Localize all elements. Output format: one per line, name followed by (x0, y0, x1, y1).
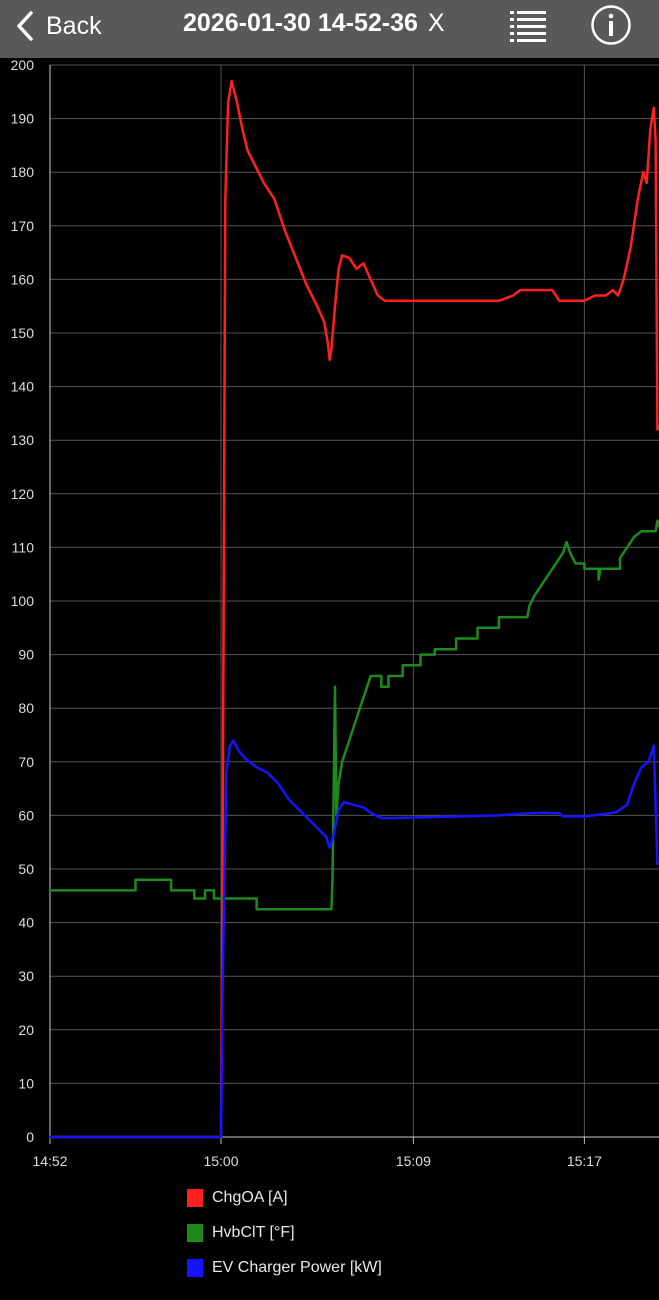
title-text: 2026-01-30 14-52-36 (183, 9, 418, 37)
y-tick-label: 100 (11, 593, 35, 609)
list-icon[interactable] (508, 8, 548, 42)
y-tick-label: 110 (12, 539, 35, 555)
legend-item[interactable]: EV Charger Power [kW] (187, 1250, 382, 1285)
y-tick-label: 170 (11, 218, 35, 234)
y-tick-label: 30 (18, 968, 34, 984)
grid (49, 64, 659, 1138)
y-tick-label: 40 (18, 915, 34, 931)
y-tick-label: 80 (18, 700, 34, 716)
series (48, 79, 659, 1139)
x-tick-label: 15:09 (396, 1153, 431, 1169)
y-tick-label: 90 (18, 647, 34, 663)
y-tick-label: 70 (18, 754, 34, 770)
x-tick-label: 14:52 (32, 1153, 67, 1169)
navigation-bar: Back 2026-01-30 14-52-36 X (0, 0, 659, 58)
legend-label: HvbClT [°F] (212, 1223, 295, 1241)
legend-item[interactable]: ChgOA [A] (187, 1180, 382, 1215)
series-line-2 (48, 519, 659, 911)
y-tick-label: 190 (11, 111, 35, 127)
y-axis: 0 10 20 30 40 50 60 70 80 90 100 110 120 130 140 150 160… (11, 58, 51, 1145)
chevron-left-icon (17, 11, 33, 41)
legend-item[interactable]: HvbClT [°F] (187, 1215, 382, 1250)
y-tick-label: 150 (11, 325, 35, 341)
back-label: Back (46, 11, 102, 40)
y-tick-label: 0 (26, 1129, 34, 1145)
x-tick-label: 15:17 (567, 1153, 602, 1169)
page-title: 2026-01-30 14-52-36 X (183, 9, 445, 38)
y-tick-label: 200 (11, 58, 35, 73)
back-button[interactable]: Back (14, 6, 102, 46)
x-tick-label: 15:00 (203, 1153, 238, 1169)
legend: ChgOA [A] HvbClT [°F] EV Charger Power [kW… (187, 1180, 382, 1285)
series-line-1 (48, 79, 659, 1139)
y-tick-label: 10 (18, 1075, 34, 1091)
info-icon[interactable] (590, 4, 632, 46)
x-axis: 14:52 15:00 15:09 15:17 (32, 1136, 659, 1169)
legend-label: EV Charger Power [kW] (212, 1258, 382, 1276)
series-line-3 (48, 739, 659, 1139)
close-label[interactable]: X (427, 9, 445, 37)
y-tick-label: 160 (11, 271, 35, 287)
y-tick-label: 130 (11, 432, 35, 448)
y-tick-label: 140 (11, 379, 35, 395)
legend-label: ChgOA [A] (212, 1188, 288, 1206)
y-tick-label: 50 (18, 861, 34, 877)
y-tick-label: 60 (18, 807, 34, 823)
legend-swatch (187, 1188, 203, 1207)
y-tick-label: 20 (18, 1022, 34, 1038)
y-tick-label: 120 (11, 486, 35, 502)
chart: 0 10 20 30 40 50 60 70 80 90 100 110 120 130 140 150 160… (11, 58, 659, 1169)
legend-swatch (187, 1258, 203, 1277)
legend-swatch (187, 1223, 203, 1242)
y-tick-label: 180 (11, 164, 35, 180)
